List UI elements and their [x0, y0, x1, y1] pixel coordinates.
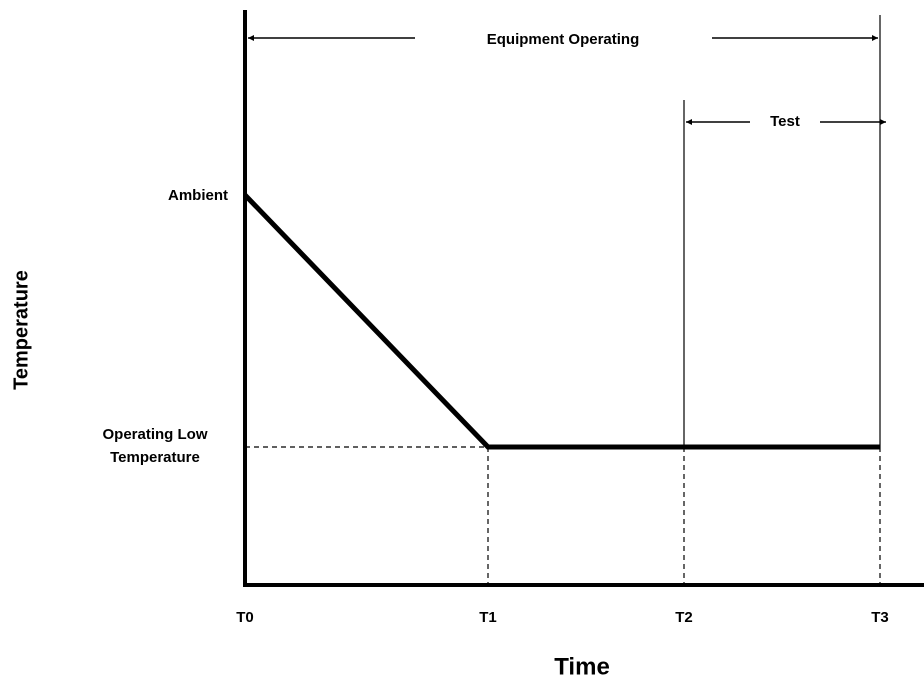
span-label: Equipment Operating [487, 31, 640, 48]
span-label: Test [770, 113, 800, 130]
markers [683, 15, 881, 447]
x-point-label: T3 [871, 609, 889, 626]
x-point-label: T0 [236, 609, 254, 626]
temperature-profile [243, 193, 880, 450]
x-axis-label: Time [554, 653, 610, 680]
x-point-label: T1 [479, 609, 497, 626]
x-point-label: T2 [675, 609, 693, 626]
y-level-label: Operating Low [103, 426, 208, 443]
y-level-label: Ambient [168, 187, 228, 204]
span-arrows [248, 35, 886, 125]
guides [245, 446, 881, 585]
y-axis-label: Temperature [10, 270, 32, 390]
y-level-label: Temperature [110, 449, 200, 466]
axes [243, 10, 924, 587]
